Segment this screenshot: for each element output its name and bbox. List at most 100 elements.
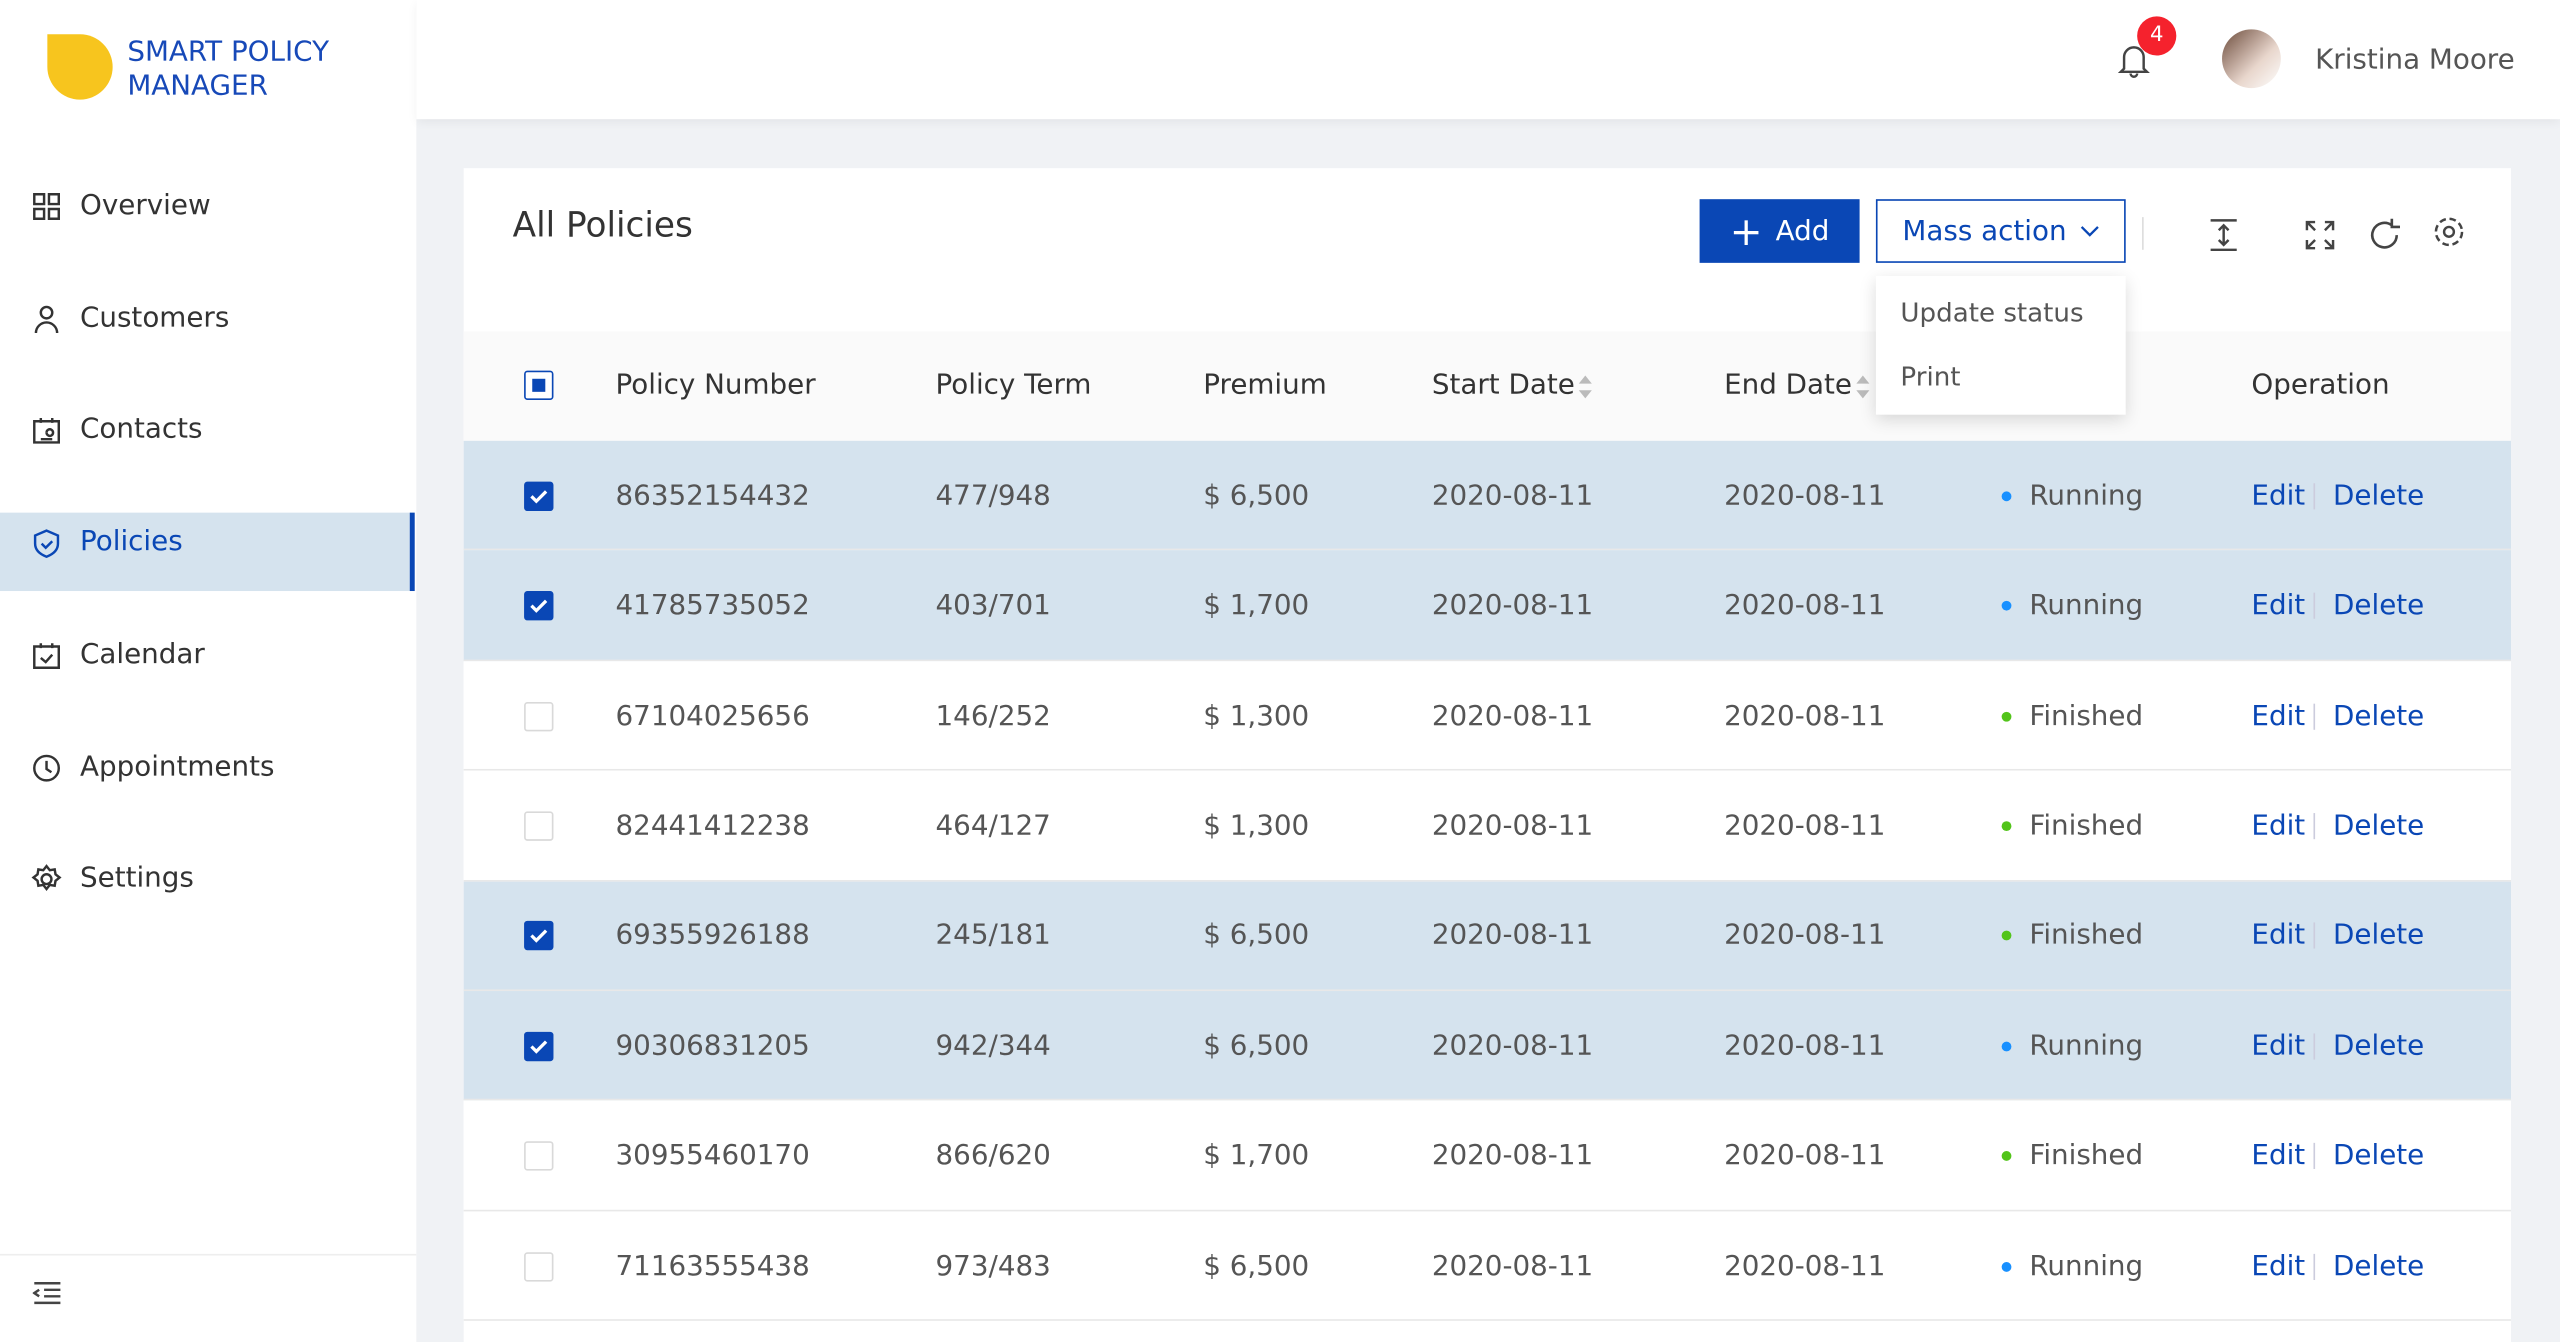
nav-icon <box>34 305 59 333</box>
delete-link[interactable]: Delete <box>2333 1249 2425 1283</box>
notification-badge: 4 <box>2137 16 2177 56</box>
row-checkbox[interactable] <box>524 921 554 951</box>
brand: MANAGER <box>127 70 268 103</box>
cell: 69355926188 <box>615 919 810 953</box>
menu-item[interactable]: Print <box>1900 360 1961 392</box>
nav-item[interactable]: Overview <box>79 189 211 223</box>
logo <box>47 34 113 100</box>
table-header <box>463 331 2512 441</box>
status-dot <box>2001 1261 2012 1272</box>
refresh-icon[interactable] <box>2367 217 2403 253</box>
mass-action-button[interactable]: Mass action <box>1875 199 2126 263</box>
divider <box>2313 1143 2316 1170</box>
status-text: Running <box>2029 1029 2144 1063</box>
nav-icon <box>33 193 60 220</box>
delete-link[interactable]: Delete <box>2333 1139 2425 1173</box>
divider <box>2313 922 2316 950</box>
user-name[interactable]: Kristina Moore <box>2315 44 2515 77</box>
nav-icon <box>33 753 60 781</box>
row-checkbox[interactable] <box>524 811 554 841</box>
row-checkbox[interactable] <box>524 1251 554 1281</box>
column-header: Policy Term <box>935 368 1092 402</box>
edit-link[interactable]: Edit <box>2251 699 2306 733</box>
avatar[interactable] <box>2222 29 2281 89</box>
density-icon[interactable] <box>2207 217 2240 253</box>
edit-link[interactable]: Edit <box>2251 479 2306 513</box>
cell: $ 1,700 <box>1203 1139 1310 1173</box>
column-header: End Date <box>1724 368 1852 402</box>
edit-link[interactable]: Edit <box>2251 1139 2306 1173</box>
cell: 2020-08-11 <box>1431 699 1594 733</box>
cell: 2020-08-11 <box>1431 1249 1594 1283</box>
row-checkbox[interactable] <box>524 1031 554 1061</box>
delete-link[interactable]: Delete <box>2333 479 2425 513</box>
divider <box>2313 702 2316 729</box>
divider <box>2313 1032 2316 1060</box>
row-checkbox[interactable] <box>524 481 554 511</box>
row-checkbox[interactable] <box>524 370 554 400</box>
cell: 2020-08-11 <box>1431 1139 1594 1173</box>
status-text: Running <box>2029 1249 2144 1283</box>
nav-icon <box>33 642 60 669</box>
policies-card: All Policies + Add Mass action Policy Num… <box>463 168 2512 1342</box>
nav-active-bg <box>0 512 415 592</box>
sort-icon[interactable] <box>1855 374 1871 400</box>
nav-icon <box>33 529 60 559</box>
settings-icon[interactable] <box>2431 214 2467 250</box>
delete-link[interactable]: Delete <box>2333 809 2425 843</box>
table-row <box>463 440 2512 551</box>
cell: 2020-08-11 <box>1431 479 1594 513</box>
delete-link[interactable]: Delete <box>2333 699 2425 733</box>
cell: 41785735052 <box>615 589 810 623</box>
collapse-icon[interactable] <box>32 1280 62 1306</box>
divider <box>2313 1253 2316 1280</box>
cell: $ 6,500 <box>1203 1029 1310 1063</box>
status-dot <box>2001 1151 2012 1161</box>
checkbox-partial <box>532 378 546 392</box>
status-text: Finished <box>2029 699 2144 733</box>
status-text: Running <box>2029 479 2144 513</box>
edit-link[interactable]: Edit <box>2251 589 2306 623</box>
mass-action-label: Mass action <box>1902 214 2067 248</box>
add-button[interactable]: + Add <box>1699 199 1860 263</box>
table-row <box>463 991 2512 1102</box>
edit-link[interactable]: Edit <box>2251 1029 2306 1063</box>
cell: $ 6,500 <box>1203 479 1310 513</box>
delete-link[interactable]: Delete <box>2333 589 2425 623</box>
status-text: Finished <box>2029 919 2144 953</box>
row-checkbox[interactable] <box>524 701 554 731</box>
status-dot <box>2001 711 2012 721</box>
cell: 71163555438 <box>615 1249 810 1283</box>
nav-item[interactable]: Customers <box>79 301 230 335</box>
cell: 82441412238 <box>615 809 810 843</box>
cell: 2020-08-11 <box>1431 919 1594 953</box>
cell: 2020-08-11 <box>1431 1029 1594 1063</box>
cell: 942/344 <box>935 1029 1051 1063</box>
edit-link[interactable]: Edit <box>2251 1249 2306 1283</box>
sort-icon[interactable] <box>1577 374 1593 400</box>
edit-link[interactable]: Edit <box>2251 919 2306 953</box>
menu-item[interactable]: Update status <box>1900 297 2084 329</box>
cell: 67104025656 <box>615 699 810 733</box>
delete-link[interactable]: Delete <box>2333 919 2425 953</box>
row-checkbox[interactable] <box>524 1141 554 1171</box>
status-text: Finished <box>2029 809 2144 843</box>
nav-item[interactable]: Calendar <box>79 638 205 671</box>
delete-link[interactable]: Delete <box>2333 1029 2425 1063</box>
nav-item[interactable]: Appointments <box>79 750 275 783</box>
cell: $ 6,500 <box>1203 919 1310 953</box>
mass-action-menu: Update status Print <box>1875 275 2126 415</box>
bell-icon[interactable] <box>2117 42 2151 78</box>
row-checkbox[interactable] <box>524 591 554 621</box>
nav-item[interactable]: Policies <box>79 525 183 559</box>
cell: 2020-08-11 <box>1724 809 1886 843</box>
nav-item[interactable]: Settings <box>79 862 194 895</box>
status-dot <box>2001 931 2012 941</box>
fullscreen-icon[interactable] <box>2304 219 2337 252</box>
table-row <box>463 1101 2512 1212</box>
edit-link[interactable]: Edit <box>2251 809 2306 843</box>
table-row <box>463 550 2512 661</box>
nav-item[interactable]: Contacts <box>79 413 203 447</box>
divider <box>2313 812 2316 840</box>
